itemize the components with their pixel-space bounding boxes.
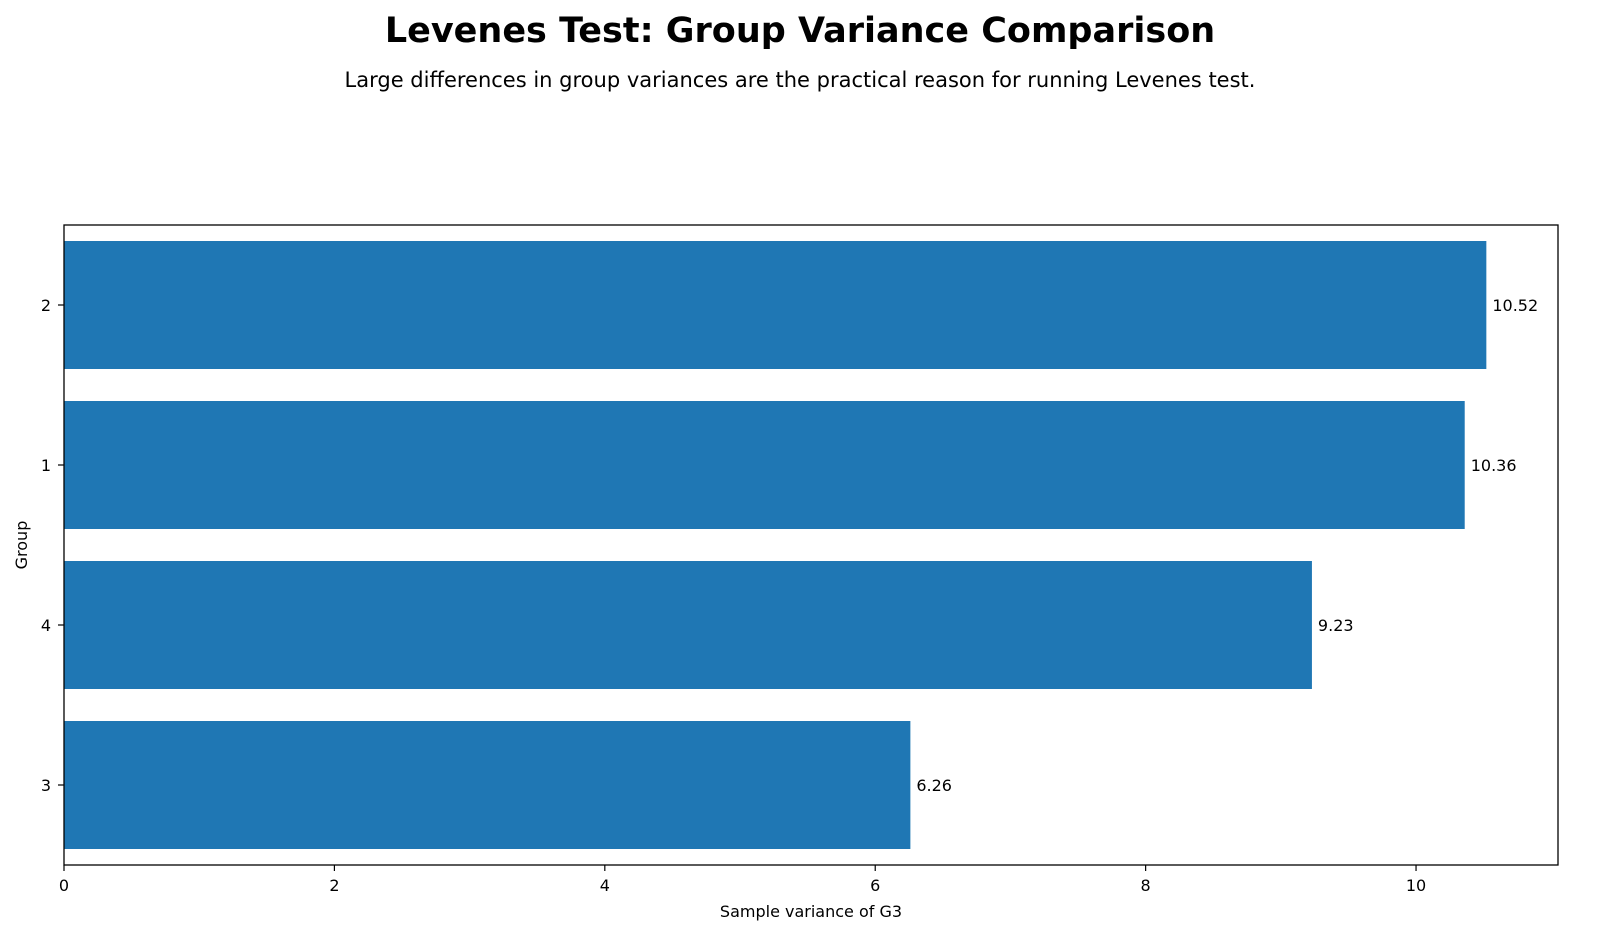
bar-group-1 bbox=[64, 401, 1465, 529]
plot-area-frame bbox=[63, 224, 1559, 866]
y-tick-label: 4 bbox=[41, 616, 51, 635]
x-tick-label: 6 bbox=[870, 876, 880, 895]
bars-layer bbox=[64, 241, 1487, 849]
x-tick-label: 0 bbox=[59, 876, 69, 895]
bar-group-2 bbox=[64, 241, 1487, 369]
data-label-group-3: 6.26 bbox=[916, 776, 952, 795]
y-axis-ticks: 2 1 4 3 bbox=[41, 296, 64, 795]
y-axis-label: Group bbox=[12, 521, 31, 570]
y-tick-label: 3 bbox=[41, 776, 51, 795]
bar-group-4 bbox=[64, 561, 1312, 689]
data-labels-layer: 10.52 10.36 9.23 6.26 bbox=[916, 296, 1538, 795]
data-label-group-1: 10.36 bbox=[1471, 456, 1517, 475]
data-label-group-2: 10.52 bbox=[1492, 296, 1538, 315]
chart-title: Levenes Test: Group Variance Comparison bbox=[385, 11, 1215, 51]
data-label-group-4: 9.23 bbox=[1318, 616, 1354, 635]
x-tick-label: 4 bbox=[600, 876, 610, 895]
x-tick-label: 2 bbox=[329, 876, 339, 895]
y-tick-label: 2 bbox=[41, 296, 51, 315]
x-axis-label: Sample variance of G3 bbox=[720, 902, 902, 921]
chart-subtitle: Large differences in group variances are… bbox=[345, 68, 1256, 92]
x-tick-label: 8 bbox=[1141, 876, 1151, 895]
x-tick-label: 10 bbox=[1406, 876, 1426, 895]
bar-group-3 bbox=[64, 721, 911, 849]
x-axis-ticks: 0 2 4 6 8 10 bbox=[59, 865, 1426, 895]
y-tick-label: 1 bbox=[41, 456, 51, 475]
